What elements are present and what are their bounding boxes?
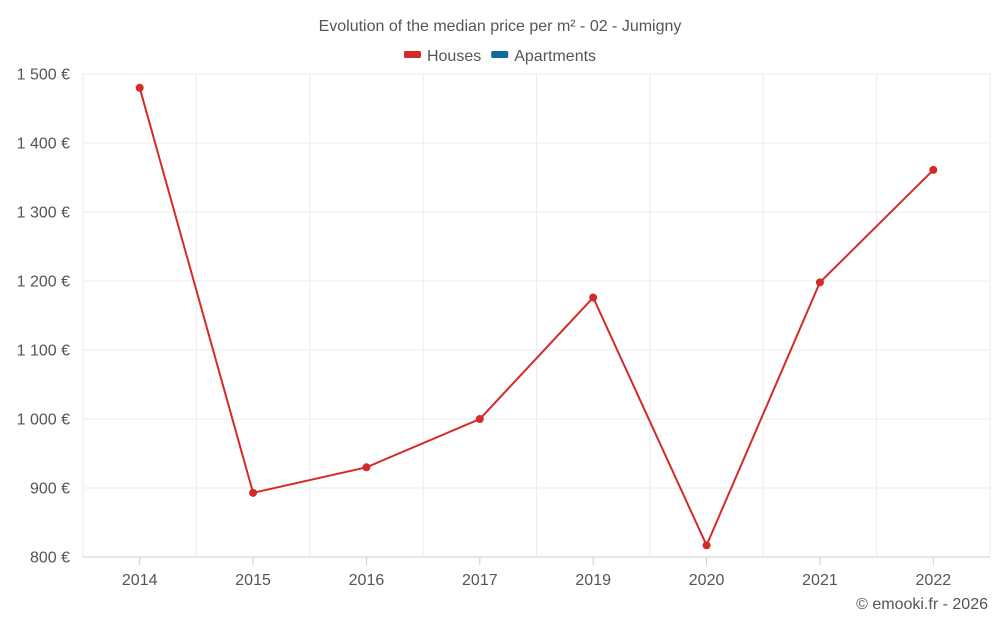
y-tick-label: 900 € — [30, 481, 70, 498]
y-axis: 800 € 900 € 1 000 € 1 100 € 1 200 € 1 300 € 1 … — [17, 67, 70, 567]
y-tick-label: 800 € — [30, 550, 70, 567]
series-group — [135, 83, 938, 550]
credit-text: © emooki.fr - 2026 — [856, 596, 988, 613]
x-tick-label: 2019 — [575, 572, 611, 589]
x-axis: 2014 2015 2016 2017 2019 2020 2021 2022 — [83, 556, 990, 589]
x-tick-label: 2022 — [916, 572, 952, 589]
legend: Houses Apartments — [403, 48, 596, 65]
x-tick-label: 2014 — [122, 572, 158, 589]
x-tick-label: 2016 — [349, 572, 385, 589]
y-tick-label: 1 100 € — [17, 343, 70, 360]
x-tick-label: 2017 — [462, 572, 498, 589]
y-tick-label: 1 200 € — [17, 274, 70, 291]
legend-label: Apartments — [514, 48, 596, 65]
y-tick-label: 1 300 € — [17, 205, 70, 222]
data-point[interactable] — [249, 488, 258, 497]
series-line-houses — [138, 87, 935, 548]
legend-swatch — [491, 51, 509, 58]
x-tick-label: 2020 — [689, 572, 725, 589]
grid-lines — [82, 73, 991, 557]
data-point[interactable] — [362, 463, 371, 472]
y-tick-label: 1 400 € — [17, 136, 70, 153]
chart-title: Evolution of the median price per m² - 0… — [319, 18, 682, 35]
legend-item-apartments[interactable]: Apartments — [491, 48, 596, 65]
legend-label: Houses — [427, 48, 481, 65]
legend-item-houses[interactable]: Houses — [403, 48, 481, 65]
data-point[interactable] — [475, 415, 484, 423]
data-point[interactable] — [702, 541, 711, 550]
data-point[interactable] — [929, 165, 938, 174]
y-tick-label: 1 500 € — [17, 67, 70, 84]
y-tick-label: 1 000 € — [17, 412, 70, 429]
x-tick-label: 2015 — [235, 572, 271, 589]
legend-swatch — [403, 51, 421, 58]
data-point[interactable] — [135, 83, 144, 92]
data-point[interactable] — [589, 293, 598, 302]
data-point[interactable] — [815, 278, 824, 287]
x-tick-label: 2021 — [802, 572, 838, 589]
